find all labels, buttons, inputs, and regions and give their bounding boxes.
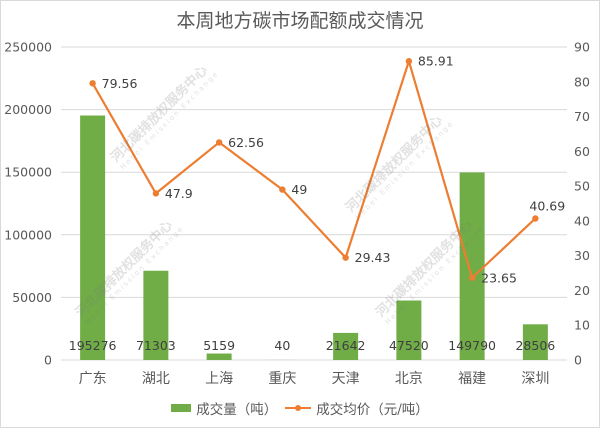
gridlines <box>61 46 567 361</box>
bar-value-label: 21642 <box>326 338 366 353</box>
right-tick-label: 10 <box>574 318 590 333</box>
right-tick-label: 90 <box>574 40 590 55</box>
category-label: 湖北 <box>142 371 170 387</box>
bar-福建 <box>459 172 485 360</box>
category-axis: 广东 湖北 上海 重庆 天津 北京 福建 深圳 <box>79 371 550 387</box>
bar-series: 195276 71303 5159 40 21642 47520 149790 28506 <box>69 115 555 360</box>
bar-value-label: 40 <box>274 338 290 353</box>
bar-广东 <box>80 115 106 360</box>
line-marker <box>89 80 96 87</box>
line-value-label: 29.43 <box>355 250 391 265</box>
line-value-label: 47.9 <box>165 186 193 201</box>
bar-swatch-icon <box>171 404 192 412</box>
bar-北京 <box>396 300 422 360</box>
line-value-label: 23.65 <box>481 270 517 285</box>
bar-value-label: 149790 <box>448 338 496 353</box>
left-tick-label: 50000 <box>12 290 52 305</box>
chart-title: 本周地方碳市场配额成交情况 <box>176 10 424 32</box>
left-tick-label: 150000 <box>4 165 52 180</box>
line-marker <box>279 186 286 193</box>
category-label: 上海 <box>205 371 233 387</box>
legend-label-volume: 成交量（吨） <box>196 402 278 418</box>
right-tick-label: 0 <box>574 353 582 368</box>
price-line <box>91 60 537 279</box>
category-label: 天津 <box>332 371 360 387</box>
right-tick-label: 50 <box>574 179 590 194</box>
category-label: 福建 <box>458 371 486 387</box>
line-marker-swatch-icon <box>285 403 312 413</box>
bar-value-label: 71303 <box>136 338 176 353</box>
legend-item-price: 成交均价（元/吨） <box>285 398 429 418</box>
category-label: 重庆 <box>268 371 296 387</box>
left-axis: 0 50000 100000 150000 200000 250000 <box>4 40 52 368</box>
right-tick-label: 40 <box>574 213 590 228</box>
line-value-label: 40.69 <box>529 198 565 213</box>
right-tick-label: 30 <box>574 248 590 263</box>
bar-天津 <box>333 332 359 360</box>
line-marker <box>468 274 476 281</box>
right-tick-label: 20 <box>574 283 590 298</box>
line-marker <box>532 215 539 222</box>
line-marker <box>215 139 223 146</box>
left-tick-label: 250000 <box>4 40 52 55</box>
bar-value-label: 5159 <box>203 338 235 353</box>
bar-value-label: 28506 <box>515 338 555 353</box>
category-label: 广东 <box>79 371 107 387</box>
line-marker <box>152 190 160 197</box>
left-tick-label: 100000 <box>4 227 52 242</box>
line-value-label: 85.91 <box>418 54 454 69</box>
line-marker <box>342 254 349 261</box>
bar-深圳 <box>522 324 548 360</box>
bar-湖北 <box>143 270 169 360</box>
bar-value-label: 47520 <box>389 338 429 353</box>
line-series: 79.56 47.9 62.56 49 29.43 85.91 23.65 40.69 <box>89 54 565 285</box>
bar-value-label: 195276 <box>69 338 117 353</box>
line-value-label: 79.56 <box>102 76 138 91</box>
line-value-label: 49 <box>291 182 307 197</box>
left-tick-label: 0 <box>44 353 52 368</box>
right-tick-label: 70 <box>574 109 590 124</box>
bar-上海 <box>206 353 232 360</box>
legend-item-volume: 成交量（吨） <box>171 398 277 418</box>
line-marker <box>405 58 413 65</box>
category-label: 北京 <box>395 371 423 387</box>
right-tick-label: 80 <box>574 74 590 89</box>
legend: 成交量（吨） 成交均价（元/吨） <box>0 398 600 418</box>
right-axis: 0 10 20 30 40 50 60 70 80 90 <box>574 40 590 368</box>
category-label: 深圳 <box>521 371 549 387</box>
left-tick-label: 200000 <box>4 102 52 117</box>
legend-label-price: 成交均价（元/吨） <box>316 402 429 418</box>
line-value-label: 62.56 <box>228 135 264 150</box>
right-tick-label: 60 <box>574 144 590 159</box>
